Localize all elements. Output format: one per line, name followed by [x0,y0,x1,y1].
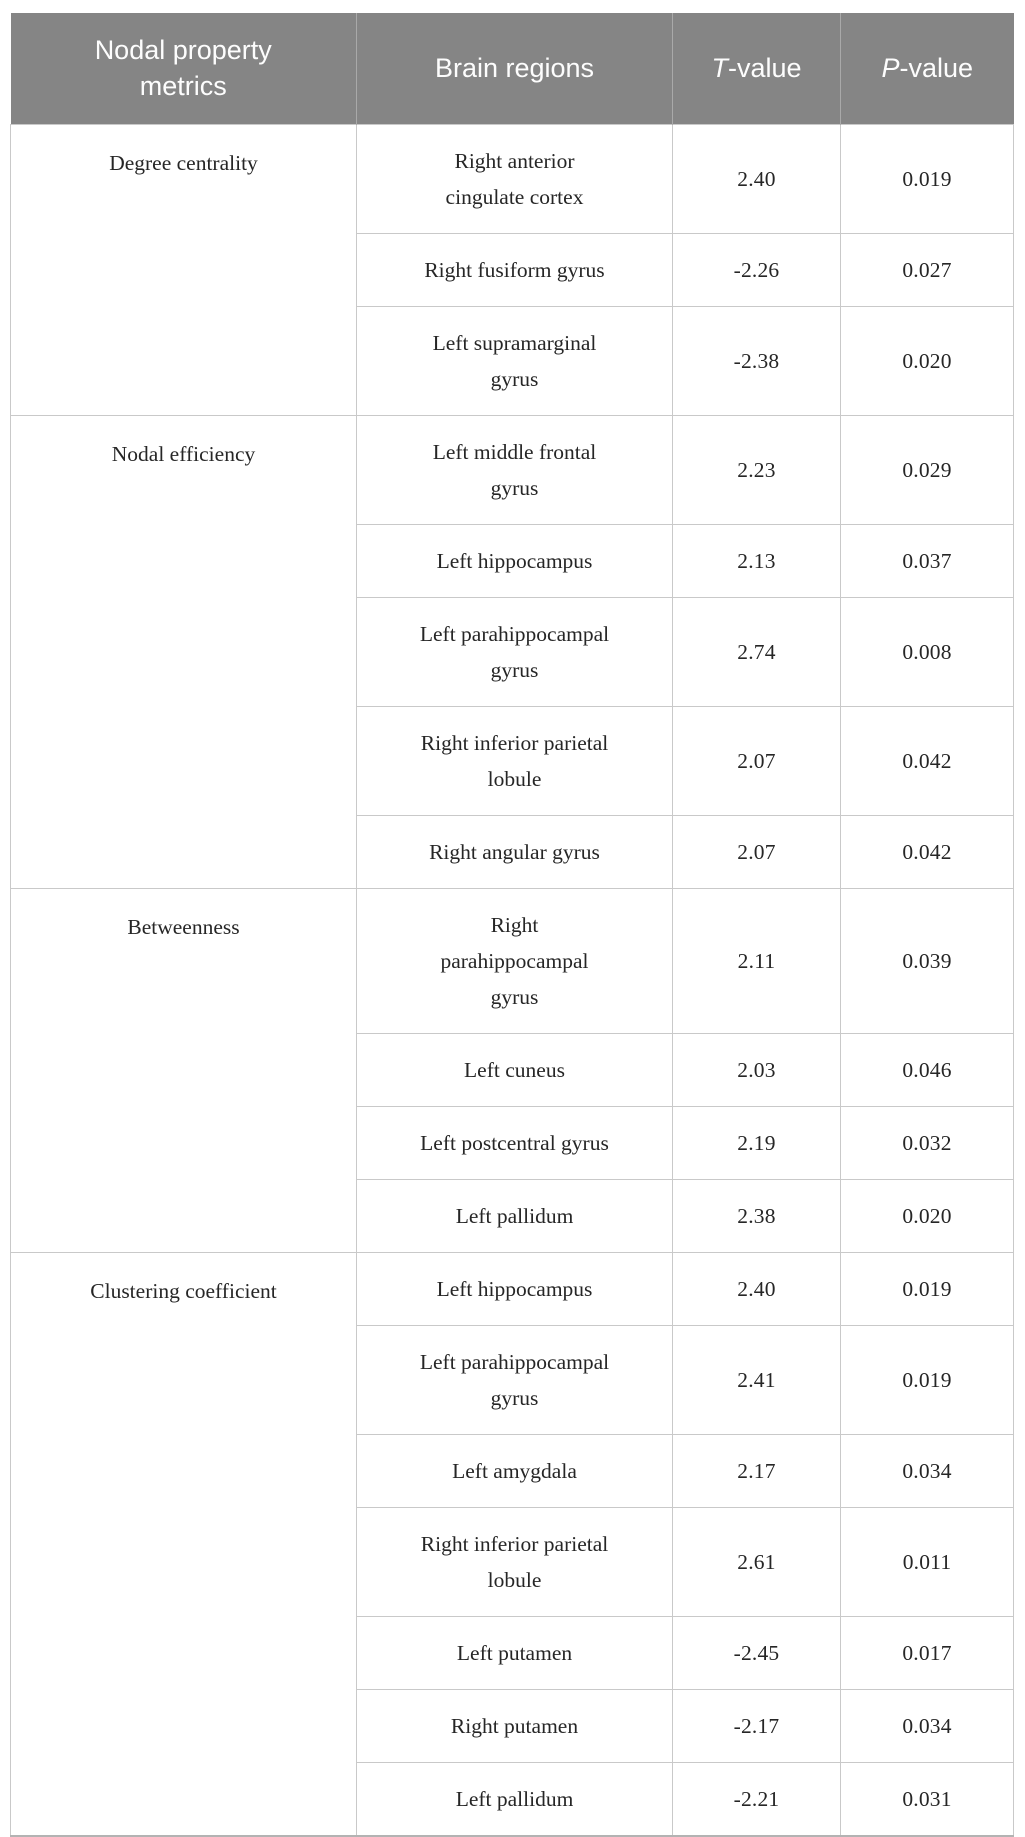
table-row: Left supramarginal gyrus -2.38 0.020 [11,305,1014,416]
t-value-cell: 2.11 [672,887,841,1034]
region-cell: Left middle frontal gyrus [356,414,673,525]
region-cell: Left parahippocampal gyrus [356,596,673,707]
region-cell: Left hippocampus [356,1251,673,1326]
table-row: Left amygdala 2.17 0.034 [11,1433,1014,1508]
p-value-cell: 0.034 [840,1688,1014,1763]
table-row: Left parahippocampal gyrus 2.74 0.008 [11,596,1014,707]
t-value-cell: -2.17 [672,1688,841,1763]
metric-cell: Betweenness [10,887,357,1253]
p-value-cell: 0.042 [840,814,1014,889]
p-value-cell: 0.027 [840,232,1014,307]
region-cell: Right angular gyrus [356,814,673,889]
t-value-suffix: -value [727,53,802,84]
region-cell: Left parahippocampal gyrus [356,1324,673,1435]
t-value-cell: 2.40 [672,123,841,234]
metric-cell: Nodal efficiency [10,414,357,889]
t-value-cell: 2.40 [672,1251,841,1326]
header-p-value: P-value [840,13,1014,124]
table-row: Right fusiform gyrus -2.26 0.027 [11,232,1014,307]
table-row: Left parahippocampal gyrus 2.41 0.019 [11,1324,1014,1435]
p-value-cell: 0.020 [840,1178,1014,1253]
p-value-suffix: -value [899,53,974,84]
table-row: Clustering coefficient Left hippocampus 2.… [10,1251,1014,1836]
region-cell: Left amygdala [356,1433,673,1508]
metric-cell: Clustering coefficient [10,1251,357,1836]
table-header: Nodal property metrics Brain regions T-v… [10,13,1014,124]
table-row: Left pallidum 2.38 0.020 [11,1178,1014,1253]
t-value-cell: -2.45 [672,1615,841,1690]
p-value-cell: 0.039 [840,887,1014,1034]
p-value-cell: 0.008 [840,596,1014,707]
p-value-cell: 0.046 [840,1032,1014,1107]
p-value-cell: 0.032 [840,1105,1014,1180]
t-value-cell: -2.26 [672,232,841,307]
table-row: Nodal efficiency Left middle frontal gyru… [10,414,1014,889]
region-cell: Right inferior parietal lobule [356,1506,673,1617]
p-value-cell: 0.019 [840,1324,1014,1435]
table-row: Right putamen -2.17 0.034 [11,1688,1014,1763]
t-value-cell: 2.17 [672,1433,841,1508]
region-cell: Left pallidum [356,1178,673,1253]
table-row: Left postcentral gyrus 2.19 0.032 [11,1105,1014,1180]
region-cell: Right inferior parietal lobule [356,705,673,816]
p-value-cell: 0.019 [840,123,1014,234]
table-row: Betweenness Right parahippocampal gyrus 2.… [10,887,1014,1253]
table-body: Degree centrality Right anterior cingulat… [10,123,1014,1836]
p-value-cell: 0.020 [840,305,1014,416]
p-value-cell: 0.037 [840,523,1014,598]
table-row: Right inferior parietal lobule 2.61 0.011 [11,1506,1014,1617]
p-value-cell: 0.042 [840,705,1014,816]
table-row: Left cuneus 2.03 0.046 [11,1032,1014,1107]
t-value-cell: 2.13 [672,523,841,598]
t-value-cell: 2.07 [672,814,841,889]
p-value-cell: 0.017 [840,1615,1014,1690]
header-t-value: T-value [672,13,841,124]
t-value-cell: 2.61 [672,1506,841,1617]
t-value-cell: -2.21 [672,1761,841,1836]
t-value-cell: 2.41 [672,1324,841,1435]
region-cell: Right parahippocampal gyrus [356,887,673,1034]
region-cell: Left pallidum [356,1761,673,1836]
p-value-cell: 0.031 [840,1761,1014,1836]
table-row: Left putamen -2.45 0.017 [11,1615,1014,1690]
t-value-cell: 2.23 [672,414,841,525]
p-value-cell: 0.034 [840,1433,1014,1508]
metric-cell: Degree centrality [10,123,357,416]
p-value-cell: 0.029 [840,414,1014,525]
t-value-cell: 2.74 [672,596,841,707]
region-cell: Right anterior cingulate cortex [356,123,673,234]
region-cell: Left supramarginal gyrus [356,305,673,416]
t-value-cell: -2.38 [672,305,841,416]
region-cell: Left cuneus [356,1032,673,1107]
region-cell: Left postcentral gyrus [356,1105,673,1180]
t-value-cell: 2.07 [672,705,841,816]
region-cell: Left putamen [356,1615,673,1690]
region-cell: Right putamen [356,1688,673,1763]
region-cell: Right fusiform gyrus [356,232,673,307]
t-value-cell: 2.38 [672,1178,841,1253]
p-value-italic-letter: P [881,53,900,84]
t-value-italic-letter: T [711,53,728,84]
p-value-cell: 0.019 [840,1251,1014,1326]
t-value-cell: 2.03 [672,1032,841,1107]
header-brain-regions: Brain regions [356,13,673,124]
table-row: Right inferior parietal lobule 2.07 0.042 [11,705,1014,816]
header-row: Nodal property metrics Brain regions T-v… [10,13,1014,124]
t-value-cell: 2.19 [672,1105,841,1180]
region-cell: Left hippocampus [356,523,673,598]
nodal-properties-table: Nodal property metrics Brain regions T-v… [10,13,1014,1837]
header-nodal-property-metrics: Nodal property metrics [10,13,357,124]
table-row: Degree centrality Right anterior cingulat… [10,123,1014,416]
p-value-cell: 0.011 [840,1506,1014,1617]
